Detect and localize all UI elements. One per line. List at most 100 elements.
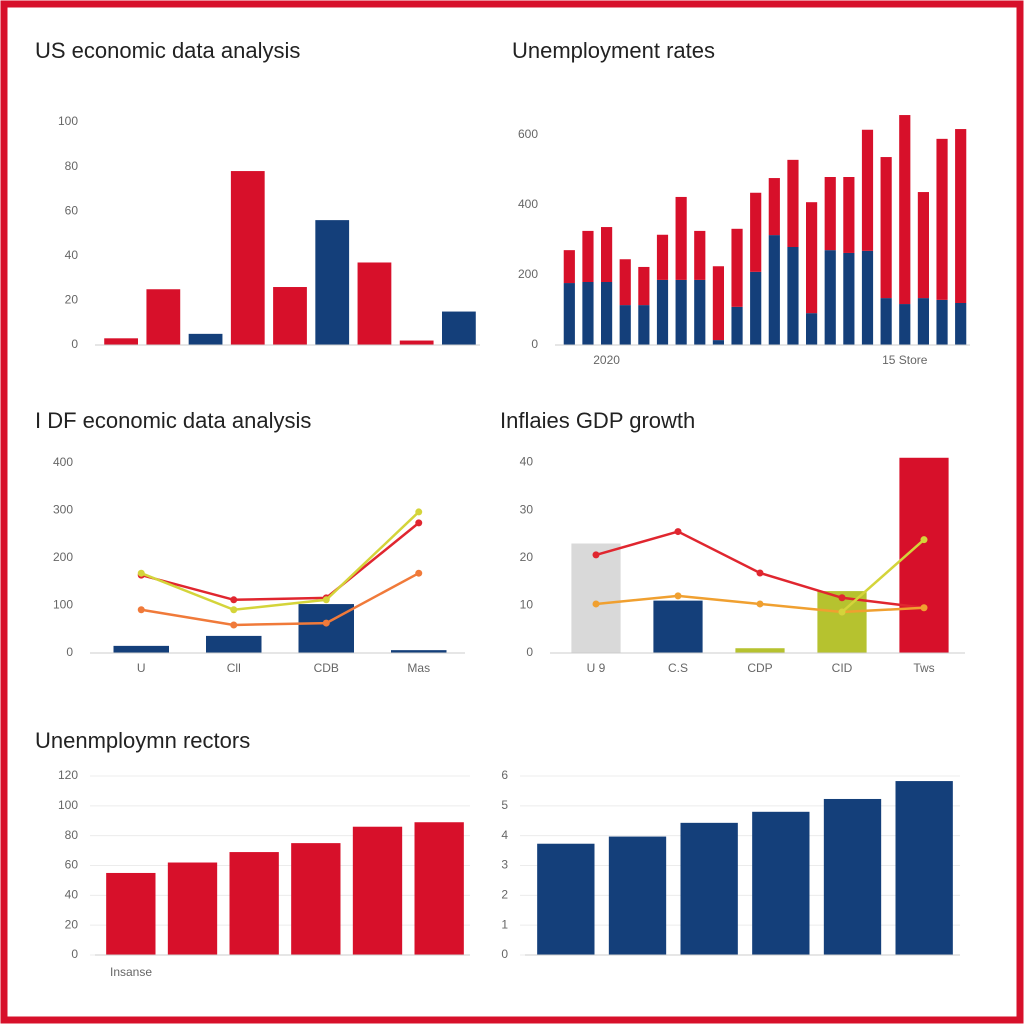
point xyxy=(230,596,238,604)
bar xyxy=(104,338,138,345)
x-tick-label: CDB xyxy=(314,661,339,675)
y-tick-label: 0 xyxy=(66,645,73,659)
bar xyxy=(315,220,350,345)
line xyxy=(140,521,420,602)
y-tick-label: 100 xyxy=(58,114,78,128)
x-tick-label: Mas xyxy=(407,661,430,675)
bar-segment xyxy=(936,299,948,345)
chart-title: Unemployment rates xyxy=(512,38,715,63)
bar-segment xyxy=(787,159,799,247)
bar xyxy=(442,311,476,345)
y-tick-label: 400 xyxy=(518,197,538,211)
bar xyxy=(146,289,181,345)
bar-segment xyxy=(712,340,724,345)
y-tick-label: 400 xyxy=(53,455,73,469)
y-tick-label: 20 xyxy=(520,550,534,564)
bar-segment xyxy=(880,157,892,299)
bar xyxy=(735,648,785,653)
bar xyxy=(823,798,882,955)
bar-segment xyxy=(582,230,594,282)
bar xyxy=(206,635,262,653)
y-tick-label: 300 xyxy=(53,503,73,517)
point xyxy=(322,619,330,627)
point xyxy=(756,600,764,608)
y-tick-label: 3 xyxy=(501,858,508,872)
bar-segment xyxy=(843,252,855,345)
point xyxy=(137,569,145,577)
chart-title: I DF economic data analysis xyxy=(35,408,311,433)
y-tick-label: 5 xyxy=(501,798,508,812)
bar xyxy=(752,811,810,955)
y-tick-label: 6 xyxy=(501,768,508,782)
bar-segment xyxy=(638,266,650,306)
bar-segment xyxy=(843,177,855,253)
point xyxy=(415,519,423,527)
point xyxy=(838,594,846,602)
bar-segment xyxy=(936,138,948,300)
point xyxy=(920,536,928,544)
point xyxy=(230,606,238,614)
bar-segment xyxy=(694,230,706,280)
bar xyxy=(537,843,595,955)
bar xyxy=(608,836,667,955)
bar-segment xyxy=(917,298,929,345)
x-tick-label: U 9 xyxy=(587,661,606,675)
y-tick-label: 30 xyxy=(520,502,534,516)
y-tick-label: 0 xyxy=(71,947,78,961)
y-tick-label: 80 xyxy=(65,828,79,842)
y-tick-label: 100 xyxy=(58,798,78,812)
x-tick-label: Tws xyxy=(913,661,934,675)
bar xyxy=(571,543,621,653)
bar-segment xyxy=(619,305,631,345)
y-tick-label: 0 xyxy=(531,337,538,351)
bar xyxy=(399,340,434,345)
bar-segment xyxy=(917,192,929,299)
x-tick-label: 15 Store xyxy=(882,353,928,367)
bar-segment xyxy=(899,304,911,345)
bar xyxy=(680,822,738,955)
bar-segment xyxy=(563,250,575,284)
bar-segment xyxy=(861,129,874,251)
point xyxy=(756,569,764,577)
bar xyxy=(895,781,953,955)
bar xyxy=(106,872,156,955)
x-tick-label: C.S xyxy=(668,661,688,675)
bar-segment xyxy=(880,298,892,345)
bar-segment xyxy=(601,282,613,345)
bar xyxy=(230,171,265,345)
y-tick-label: 100 xyxy=(53,598,73,612)
bar-segment xyxy=(694,279,706,345)
y-tick-label: 40 xyxy=(65,248,79,262)
bar-segment xyxy=(656,279,669,345)
bar xyxy=(229,852,279,955)
y-tick-label: 1 xyxy=(501,917,508,931)
line xyxy=(141,572,420,627)
y-tick-label: 600 xyxy=(518,127,538,141)
bar-segment xyxy=(712,266,724,341)
bar-segment xyxy=(656,234,669,280)
bar-segment xyxy=(601,227,613,282)
point xyxy=(592,600,600,608)
point xyxy=(920,604,928,612)
x-tick-label: U xyxy=(137,661,146,675)
bar-segment xyxy=(638,305,650,345)
bar xyxy=(817,591,867,653)
bar-segment xyxy=(675,279,687,345)
point xyxy=(592,551,600,559)
bar xyxy=(167,862,218,955)
bar xyxy=(113,645,169,653)
y-tick-label: 20 xyxy=(65,293,79,307)
y-tick-label: 40 xyxy=(65,888,79,902)
bar-segment xyxy=(582,282,594,345)
bar-segment xyxy=(824,250,836,345)
bar-segment xyxy=(861,250,874,345)
bar-segment xyxy=(768,235,780,345)
point xyxy=(674,528,682,536)
bar xyxy=(273,287,307,345)
x-axis-label: Insanse xyxy=(110,965,152,979)
bar-segment xyxy=(955,129,967,303)
y-tick-label: 0 xyxy=(501,947,508,961)
y-tick-label: 60 xyxy=(65,203,79,217)
bar-segment xyxy=(563,283,575,345)
